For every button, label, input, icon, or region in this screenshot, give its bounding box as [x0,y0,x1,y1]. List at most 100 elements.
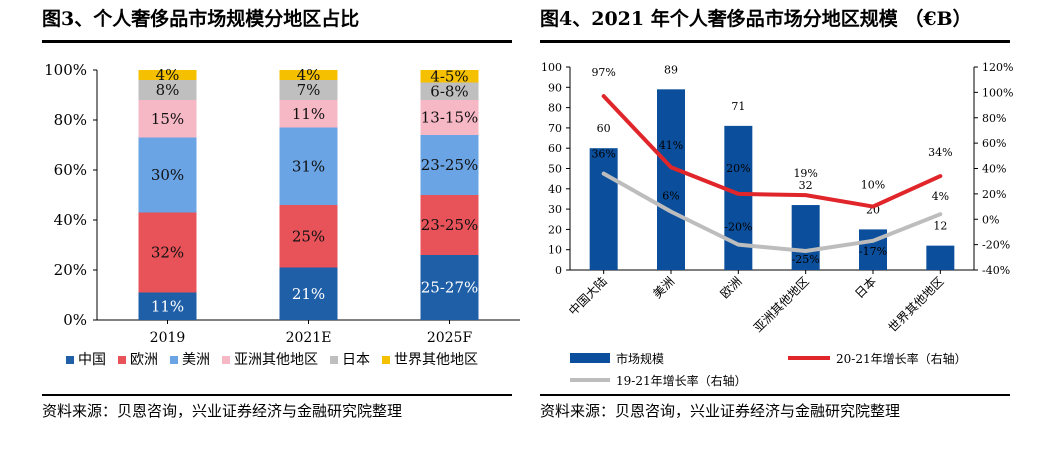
left-bar-segment [279,127,338,205]
left-bar-value-label: 11% [292,105,325,123]
left-bar-segment [138,80,197,100]
right-growth-1921-point-label: -25% [792,253,820,266]
right-growth-2021-point-label: 34% [928,146,952,159]
left-bar-value-label: 6-8% [430,82,468,100]
left-x-tick-label: 2025F [427,330,473,346]
left-bar-segment [279,205,338,268]
left-bar-segment [138,292,197,320]
left-y-tick-label: 20% [54,261,87,279]
left-x-tick-label: 2019 [150,330,186,346]
right-x-tick-label: 美洲 [650,274,677,301]
left-bar-value-label: 4-5% [430,67,468,85]
left-legend-label: 欧洲 [130,352,158,368]
left-legend-swatch [170,356,178,364]
right-right-y-tick-label: 40% [982,163,1006,176]
left-y-tick-label: 40% [54,211,87,229]
right-bar [589,148,618,270]
right-bar [657,89,685,270]
right-left-y-tick-label: 100 [541,61,562,74]
left-legend-label: 日本 [342,352,370,368]
right-growth-2021-point-label: 19% [793,167,817,180]
right-bar-value-label: 60 [597,122,611,135]
left-bar-value-label: 21% [292,285,325,303]
right-growth-2021-point-label: 20% [726,162,750,175]
right-left-y-tick-label: 70 [548,122,562,135]
right-left-y-tick-label: 50 [548,163,562,176]
left-legend-swatch [66,356,74,364]
right-right-y-tick-label: 100% [982,86,1013,99]
left-bar-value-label: 11% [151,297,184,315]
right-source-rule [540,394,1010,396]
left-source-rule [42,394,512,396]
left-title-rule [42,40,512,43]
left-y-tick-label: 60% [54,161,87,179]
left-legend-swatch [382,356,390,364]
left-bar-segment [420,82,479,100]
right-growth-1921-line [601,171,943,253]
right-growth-2021-point-label: 97% [591,66,615,79]
right-left-y-tick-label: 0 [555,264,562,277]
right-x-tick-label: 世界其他地区 [886,274,947,335]
right-x-tick-label: 中国大陆 [565,274,610,319]
right-legend-swatch-bars [570,353,610,363]
left-legend-swatch [330,356,338,364]
right-bar [791,205,820,270]
right-chart-title: 图4、2021 年个人奢侈品市场分地区规模 （€B） [540,8,972,30]
right-left-y-tick-label: 60 [548,142,562,155]
left-bar-value-label: 15% [151,110,184,128]
left-bar-value-label: 7% [297,81,321,99]
right-right-y-tick-label: 120% [982,61,1013,74]
left-legend-swatch [118,356,126,364]
right-bar [926,245,955,270]
right-growth-1921-point-label: -20% [724,221,752,234]
left-bar-value-label: 13-15% [421,109,479,127]
right-left-y-tick-label: 80 [548,102,562,115]
left-legend-label: 中国 [78,352,106,368]
right-growth-1921-point-label: 4% [932,190,949,203]
right-right-y-tick-label: 20% [982,188,1006,201]
left-bar-segment [279,70,338,80]
left-bar-value-label: 23-25% [421,156,479,174]
left-legend-label: 亚洲其他地区 [234,352,318,368]
right-left-y-tick-label: 20 [548,223,562,236]
left-y-tick-label: 80% [54,111,87,129]
right-growth-2021-line [601,94,943,209]
left-bar-value-label: 32% [151,244,184,262]
right-x-tick-label: 日本 [852,274,879,301]
left-bar-value-label: 8% [156,81,180,99]
left-bar-segment [279,100,338,128]
left-chart-title: 图3、个人奢侈品市场规模分地区占比 [42,8,360,30]
left-bar-value-label: 4% [297,66,321,84]
left-x-tick-label: 2021E [286,330,332,346]
left-legend-label: 美洲 [182,352,210,368]
left-bar-segment [138,137,197,213]
right-legend-label: 市场规模 [616,351,664,366]
left-bar-value-label: 31% [292,157,325,175]
left-bar-segment [420,100,479,135]
right-right-y-tick-label: 80% [982,112,1006,125]
right-left-y-tick-label: 10 [548,244,562,257]
left-bar-segment [420,195,479,255]
left-bar-value-label: 4% [156,66,180,84]
left-bar-value-label: 23-25% [421,216,479,234]
left-bar-segment [420,255,479,320]
right-growth-2021-point-label: 10% [861,179,885,192]
left-bar-segment [138,100,197,138]
right-left-y-tick-label: 40 [548,183,562,196]
right-left-y-tick-label: 30 [548,203,562,216]
left-bar-segment [138,212,197,293]
right-right-y-tick-label: 60% [982,137,1006,150]
left-bar-segment [279,80,338,100]
right-bar-value-label: 12 [933,220,947,233]
right-growth-2021-point-label: 41% [659,139,683,152]
right-title-rule [540,40,1010,43]
left-bar-value-label: 25% [292,227,325,245]
left-bar-segment [420,70,479,83]
left-bar-value-label: 30% [151,166,184,184]
left-y-tick-label: 100% [44,61,87,79]
left-legend-label: 世界其他地区 [394,352,478,368]
left-y-tick-label: 0% [63,311,87,329]
right-legend-label: 19-21年增长率（右轴） [616,373,747,388]
right-right-y-tick-label: -40% [982,264,1010,277]
